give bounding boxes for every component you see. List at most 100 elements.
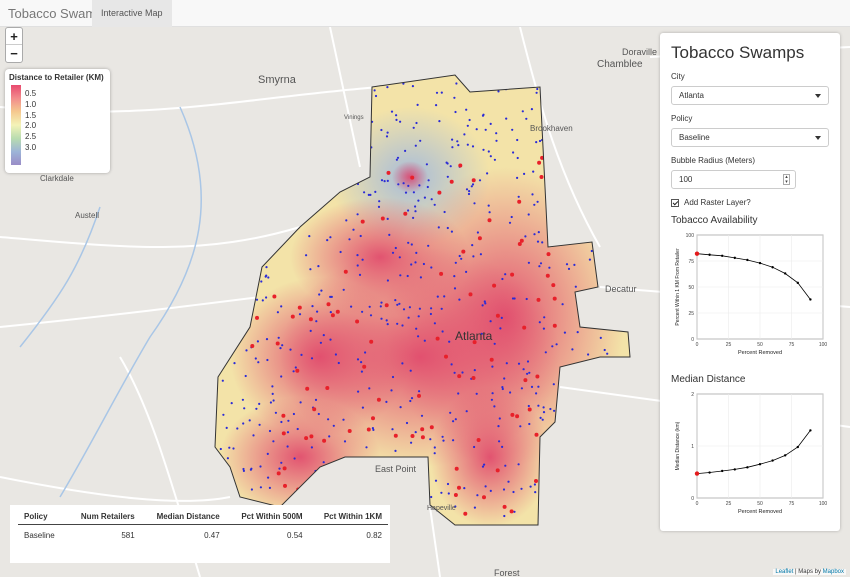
retailer-dot [493,342,496,345]
city-select[interactable]: Atlanta [671,86,829,105]
place-label: Clarkdale [40,174,74,183]
retailer-dot [414,210,417,213]
retailer-dot [493,405,496,408]
median-chart: 0 25 50 75 100 0 1 2 Percent Removed Median Dista… [675,392,827,515]
retailer-dot [473,445,476,449]
tab-interactive-map[interactable]: Interactive Map [92,0,172,27]
retailer-dot [222,413,225,416]
retailer-hotspot [461,249,466,254]
legend-title: Distance to Retailer (KM) [9,73,104,82]
retailer-dot [443,295,446,298]
retailer-dot [539,262,543,265]
retailer-dot [418,390,421,393]
y-tick-label: 100 [686,233,695,239]
zoom-out-button[interactable]: − [10,46,18,61]
retailer-dot [517,195,520,198]
retailer-dot [501,277,504,281]
retailer-dot [489,155,492,158]
retailer-dot [414,261,417,264]
table-cell: 0.47 [204,531,220,540]
retailer-dot [552,383,555,386]
availability-title: Tobacco Availability [671,215,758,226]
leaflet-link[interactable]: Leaflet [775,569,794,575]
retailer-hotspot [410,175,415,180]
retailer-dot [453,96,456,99]
raster-checkbox-label: Add Raster Layer? [684,198,751,207]
policy-select-value: Baseline [679,133,710,142]
retailer-dot [489,320,492,323]
retailer-dot [523,172,526,175]
y-tick-label: 1 [691,444,694,450]
retailer-dot [383,180,386,183]
city-boundary [214,74,631,526]
retailer-dot [414,431,417,434]
retailer-dot [449,411,452,414]
retailer-dot [471,145,475,148]
retailer-dot [267,276,270,279]
retailer-dot [495,139,498,142]
policy-select[interactable]: Baseline [671,128,829,147]
retailer-dot [352,228,355,231]
map-legend: Distance to Retailer (KM) 0.5 1.0 1.5 2.… [5,69,110,173]
place-label: Austell [75,211,99,220]
retailer-dot [489,122,492,125]
retailer-dot [453,275,456,278]
retailer-dot [386,179,389,182]
retailer-dot [487,204,490,207]
retailer-dot [525,117,528,120]
retailer-hotspot [335,309,340,314]
retailer-dot [505,362,508,365]
stepper-icon[interactable]: ▴ ▾ [783,174,790,185]
retailer-dot [538,321,541,324]
retailer-hotspot [437,190,442,195]
retailer-hotspot [545,273,550,278]
retailer-dot [315,320,318,323]
retailer-dot [356,358,360,361]
retailer-dot [535,141,538,144]
retailer-dot [588,258,592,261]
table-cell: 0.54 [287,531,303,540]
retailer-dot [386,279,389,282]
retailer-dot [433,322,436,325]
raster-checkbox[interactable] [671,198,679,207]
retailer-hotspot [536,297,541,302]
retailer-dot [487,150,490,153]
retailer-dot [279,347,282,350]
retailer-dot [527,404,530,408]
retailer-dot [419,139,422,142]
retailer-dot [448,340,451,343]
retailer-dot [538,265,541,268]
retailer-hotspot [297,305,302,310]
retailer-dot [504,464,507,467]
mapbox-link[interactable]: Mapbox [822,569,844,575]
retailer-dot [265,296,268,299]
retailer-dot [476,231,479,234]
retailer-dot [281,344,284,347]
retailer-dot [377,205,381,208]
radius-input[interactable]: 100 ▴ ▾ [671,170,796,189]
retailer-dot [396,156,400,159]
raster-checkbox-row[interactable]: Add Raster Layer? [671,198,829,207]
retailer-dot [294,366,297,369]
retailer-dot [517,362,521,365]
retailer-dot [446,226,449,230]
zoom-in-button[interactable]: + [6,28,22,45]
place-label: Brookhaven [530,124,573,133]
retailer-dot [345,219,348,222]
place-label: Decatur [605,284,637,294]
retailer-dot [310,446,313,449]
retailer-dot [427,179,430,182]
retailer-dot [327,418,330,421]
retailer-dot [433,452,436,455]
retailer-dot [513,510,516,513]
retailer-dot [455,82,458,85]
retailer-dot [398,256,401,259]
retailer-dot [449,165,452,168]
retailer-dot [305,254,308,257]
retailer-dot [533,233,536,236]
retailer-dot [480,332,483,335]
retailer-hotspot [275,341,280,346]
retailer-dot [443,210,446,214]
app-brand[interactable]: Tobacco Swamps [8,6,110,21]
retailer-dot [316,310,319,313]
